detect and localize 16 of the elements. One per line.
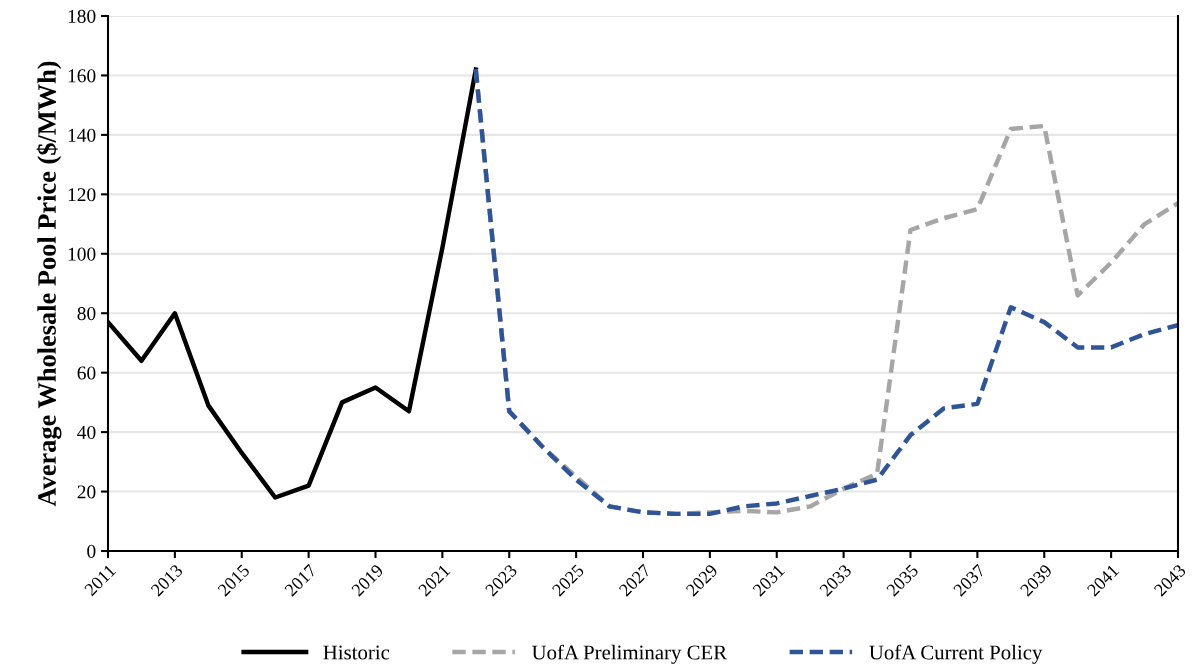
y-tick-label: 160	[68, 69, 96, 83]
y-tick-label: 180	[68, 9, 96, 23]
y-axis-title: Average Wholesale Pool Price ($/MWh)	[36, 61, 62, 507]
y-tick-label: 80	[77, 307, 96, 321]
line-series	[473, 67, 1178, 517]
y-tick-label: 0	[87, 544, 96, 558]
y-tick-label: 140	[68, 128, 96, 142]
y-tick-label: 20	[77, 485, 96, 499]
y-tick-label: 120	[68, 188, 96, 202]
legend-label: Historic	[323, 645, 390, 660]
legend-label: UofA Preliminary CER	[531, 644, 728, 664]
x-tick-label: 2011	[83, 563, 117, 597]
y-tick-label: 100	[68, 247, 96, 261]
legend-label: UofA Current Policy	[869, 644, 1043, 664]
y-tick-label: 60	[77, 366, 96, 380]
y-tick-label: 40	[77, 425, 96, 440]
